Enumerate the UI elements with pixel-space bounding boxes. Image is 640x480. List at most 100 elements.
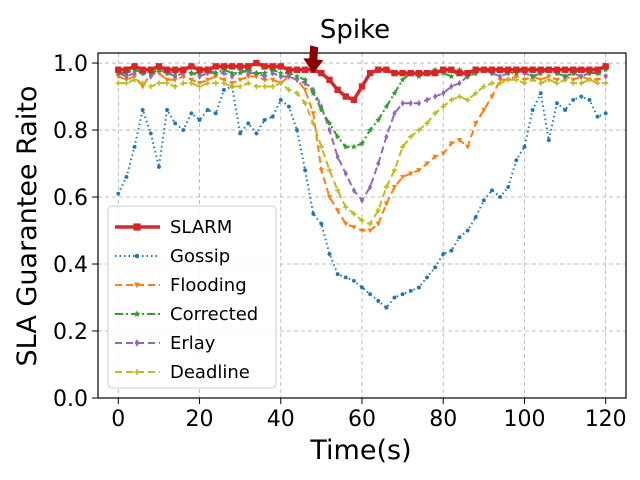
data-point	[359, 228, 365, 234]
data-point	[594, 66, 601, 73]
data-point	[311, 211, 316, 216]
data-point	[481, 83, 487, 90]
data-point	[180, 66, 187, 73]
data-point	[156, 164, 161, 169]
series-layer	[115, 59, 609, 310]
data-point	[563, 107, 568, 112]
data-point	[456, 69, 463, 77]
y-tick-label: 0.2	[53, 320, 88, 345]
data-point	[342, 93, 349, 100]
data-point	[236, 63, 244, 70]
data-point	[473, 121, 479, 127]
data-point	[351, 225, 357, 231]
x-axis: 0 20 40 60 80 100 120	[111, 398, 627, 432]
data-point	[400, 174, 406, 180]
data-point	[505, 77, 511, 83]
data-point	[367, 228, 373, 234]
data-point	[343, 221, 349, 227]
data-point	[123, 80, 130, 86]
legend-label: Gossip	[170, 246, 230, 267]
data-point	[587, 97, 592, 102]
data-point	[530, 107, 535, 112]
data-point	[391, 184, 398, 190]
x-tick-label: 0	[111, 407, 125, 432]
data-point	[115, 74, 121, 80]
data-point	[448, 97, 454, 103]
data-point	[278, 97, 283, 102]
data-point	[424, 161, 430, 167]
data-point	[196, 81, 203, 87]
data-point	[342, 143, 349, 150]
data-point	[229, 81, 235, 87]
data-point	[270, 114, 275, 119]
legend-entry-erlay: Erlay	[115, 333, 216, 354]
data-point	[262, 118, 267, 122]
data-point	[140, 80, 146, 86]
data-point	[163, 66, 171, 73]
data-point	[383, 201, 389, 207]
data-point	[529, 73, 536, 80]
data-point	[173, 121, 178, 126]
legend-label: Flooding	[170, 275, 247, 296]
data-point	[213, 74, 219, 80]
data-point	[197, 118, 202, 122]
data-point	[375, 116, 382, 123]
data-point	[213, 80, 219, 86]
data-point	[286, 104, 291, 109]
data-point	[180, 80, 186, 86]
data-point	[156, 80, 162, 86]
data-point	[237, 77, 243, 83]
data-point	[464, 69, 471, 77]
data-point	[221, 77, 227, 83]
data-point	[384, 305, 389, 310]
series-gossip	[116, 84, 608, 310]
data-point	[131, 74, 138, 80]
data-point	[456, 66, 463, 73]
data-point	[285, 66, 293, 73]
data-point	[441, 89, 446, 97]
x-tick-label: 120	[585, 407, 627, 432]
data-point	[220, 63, 228, 70]
data-point	[238, 66, 243, 74]
data-point	[489, 80, 495, 86]
data-point	[343, 170, 348, 177]
data-point	[261, 83, 268, 90]
data-point	[253, 59, 260, 67]
data-point	[472, 66, 479, 73]
legend-entry-gossip: Gossip	[115, 246, 230, 267]
data-point	[391, 69, 398, 77]
data-point	[228, 63, 236, 70]
data-point	[294, 90, 300, 96]
y-tick-label: 0.0	[53, 387, 88, 412]
series-flooding	[115, 71, 609, 234]
data-point	[400, 144, 406, 150]
data-point	[189, 111, 194, 116]
data-point	[205, 107, 210, 112]
data-point	[602, 63, 609, 70]
data-point	[134, 369, 140, 375]
data-point	[310, 111, 316, 117]
data-point	[134, 339, 140, 347]
data-point	[156, 71, 162, 76]
data-point	[579, 73, 584, 80]
data-point	[415, 69, 423, 77]
data-point	[326, 76, 333, 83]
data-point	[358, 140, 366, 147]
data-point	[204, 66, 211, 73]
data-point	[301, 66, 309, 73]
data-point	[416, 285, 421, 290]
data-point	[440, 151, 446, 157]
data-point	[481, 198, 486, 203]
data-point	[188, 77, 195, 83]
data-point	[423, 69, 431, 77]
data-point	[171, 66, 179, 73]
data-point	[181, 128, 186, 132]
y-axis-label: SLA Guarantee Raito	[12, 86, 43, 367]
data-point	[449, 83, 454, 90]
data-point	[480, 66, 488, 73]
data-point	[310, 89, 317, 96]
data-point	[456, 93, 463, 100]
data-point	[116, 191, 121, 196]
data-point	[537, 66, 544, 73]
data-point	[431, 69, 439, 77]
